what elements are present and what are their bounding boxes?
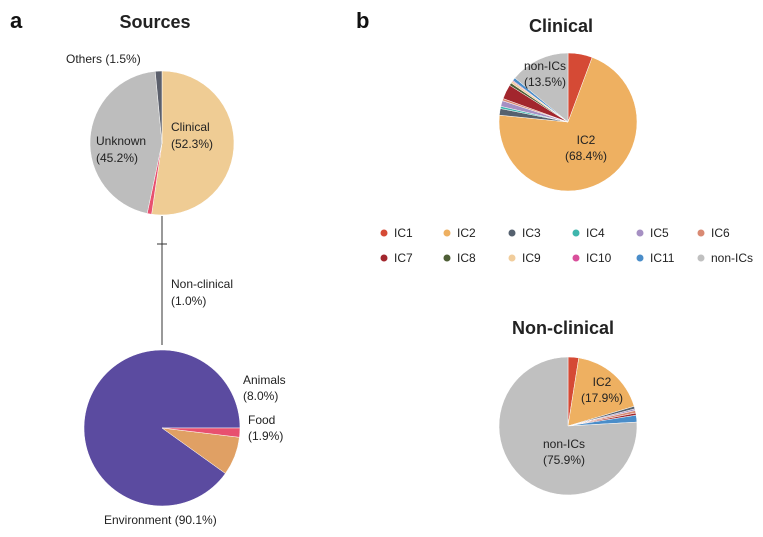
clinical-pct: (52.3%) [171, 137, 213, 151]
nonclinical-title: Non-clinical [512, 318, 614, 338]
legend-label-ic4: IC4 [586, 226, 605, 240]
legend-swatch-ic4 [572, 229, 580, 237]
legend-swatch-ic11 [636, 254, 644, 262]
legend-label-ic3: IC3 [522, 226, 541, 240]
legend-label-ic10: IC10 [586, 251, 612, 265]
nonclinical-ic2-pct: (17.9%) [581, 391, 623, 405]
legend-swatch-ic1 [380, 229, 388, 237]
legend-swatch-ic9 [508, 254, 516, 262]
clinical-ic-pie [498, 52, 638, 192]
nonclinical-ic2-label: IC2 [593, 375, 612, 389]
clinical-nonics-pct: (13.5%) [524, 75, 566, 89]
nonclinical-ic-pie [498, 356, 638, 496]
legend-label-ic11: IC11 [650, 251, 675, 265]
legend-label-non-ics: non-ICs [711, 251, 753, 265]
environment-label: Environment (90.1%) [104, 513, 217, 527]
legend-label-ic1: IC1 [394, 226, 413, 240]
legend-swatch-ic6 [697, 229, 705, 237]
ic-legend: IC1 IC2 IC3 IC4 IC5 IC6 IC7 IC8 IC9 IC10 IC11 non-I… [380, 226, 753, 265]
sources-slice-unknown [89, 71, 163, 214]
clinical-nonics-label: non-ICs [524, 59, 566, 73]
clinical-ic2-label: IC2 [577, 133, 596, 147]
nonclinical-src-pct: (1.0%) [171, 294, 206, 308]
clinical-slice-ic2 [498, 57, 638, 192]
legend-swatch-ic2 [443, 229, 451, 237]
animals-pct: (8.0%) [243, 389, 278, 403]
legend-label-ic9: IC9 [522, 251, 541, 265]
clinical-ic2-pct: (68.4%) [565, 149, 607, 163]
sources-slice-others [154, 70, 163, 144]
unknown-label: Unknown [96, 134, 146, 148]
unknown-pct: (45.2%) [96, 151, 138, 165]
legend-swatch-non-ics [697, 254, 705, 262]
nonclinical-nonics-pct: (75.9%) [543, 453, 585, 467]
legend-label-ic7: IC7 [394, 251, 413, 265]
clinical-slice-non-ics [514, 52, 569, 123]
nonclinical-sources-pie [83, 349, 241, 507]
nonclinical-src-label: Non-clinical [171, 277, 233, 291]
food-pct: (1.9%) [248, 429, 283, 443]
sources-pie [89, 70, 235, 216]
sources-slice-clinical [151, 70, 235, 216]
clinical-label: Clinical [171, 120, 210, 134]
nonclinical-slice-ic2 [567, 357, 635, 427]
nonclinical-nonics-label: non-ICs [543, 437, 585, 451]
animals-label: Animals [243, 373, 286, 387]
nonclinical-src-slice-food [161, 427, 241, 438]
panel-letter-b: b [356, 8, 369, 33]
legend-label-ic5: IC5 [650, 226, 669, 240]
food-label: Food [248, 413, 275, 427]
clinical-title: Clinical [529, 16, 593, 36]
panel-letter-a: a [10, 8, 23, 33]
legend-label-ic8: IC8 [457, 251, 476, 265]
others-label: Others (1.5%) [66, 52, 141, 66]
nonclinical-slice-non-ics [498, 356, 638, 496]
legend-swatch-ic3 [508, 229, 516, 237]
legend-swatch-ic7 [380, 254, 388, 262]
legend-swatch-ic5 [636, 229, 644, 237]
legend-swatch-ic8 [443, 254, 451, 262]
sources-title: Sources [119, 12, 190, 32]
legend-swatch-ic10 [572, 254, 580, 262]
legend-label-ic2: IC2 [457, 226, 476, 240]
legend-label-ic6: IC6 [711, 226, 730, 240]
